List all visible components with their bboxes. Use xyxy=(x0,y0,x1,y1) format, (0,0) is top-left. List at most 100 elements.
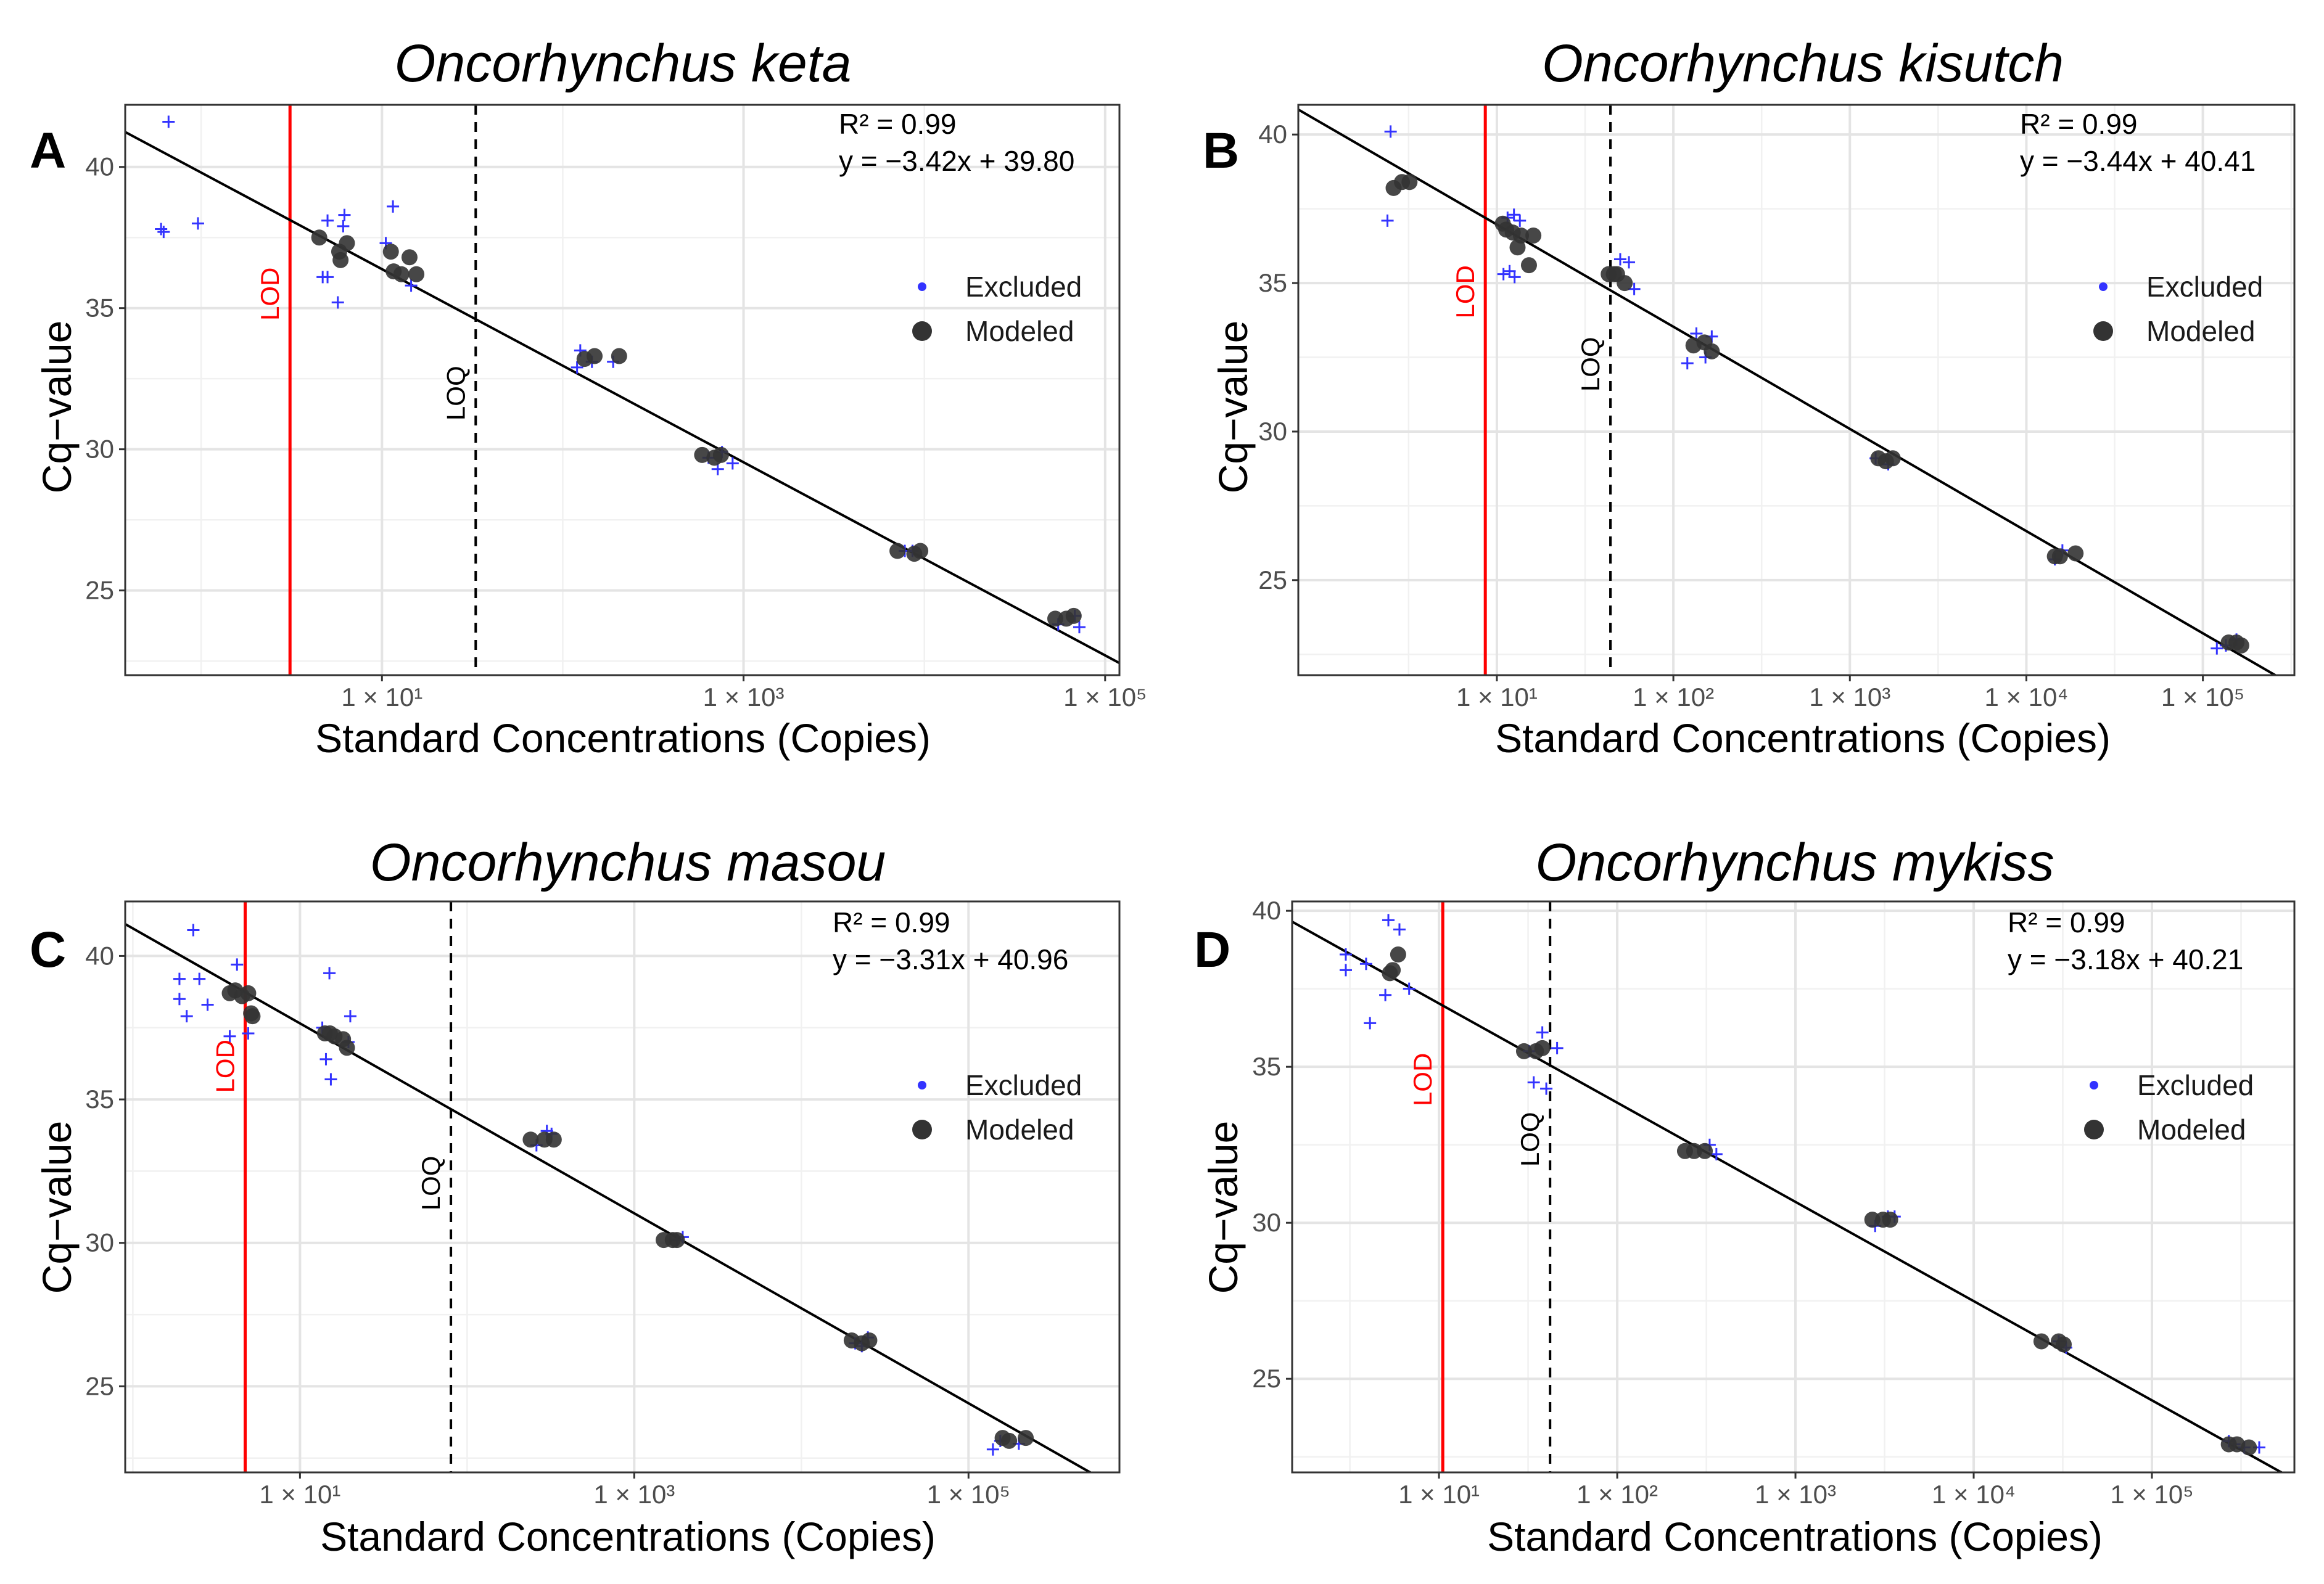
plot-frame xyxy=(124,104,1121,676)
x-tick-label: 1 × 10⁵ xyxy=(1063,683,1147,712)
plot-background xyxy=(125,901,1119,1472)
excluded-point xyxy=(180,1010,193,1023)
modeled-point xyxy=(1390,946,1406,963)
x-tick-label: 1 × 10³ xyxy=(593,1480,675,1509)
equation-label: y = −3.31x + 40.96 xyxy=(833,943,1068,975)
legend-modeled-label: Modeled xyxy=(965,1114,1074,1146)
excluded-point xyxy=(201,998,214,1011)
data-layer xyxy=(125,105,1119,675)
plot-area: LOD LOQ 25 30 35 40 1 × 10¹ 1 × 10² 1 × 10³ 1 × 1… xyxy=(1252,896,2296,1509)
y-tick-label: 25 xyxy=(1252,1364,1281,1393)
plot-frame xyxy=(1291,900,2296,1474)
regression-line xyxy=(125,131,1119,665)
legend-modeled-label: Modeled xyxy=(965,315,1074,347)
excluded-point xyxy=(162,115,175,128)
excluded-point xyxy=(1364,1017,1377,1030)
excluded-point xyxy=(321,214,334,227)
excluded-point xyxy=(1381,214,1394,227)
legend-excluded-label: Excluded xyxy=(965,271,1082,303)
loq-label: LOQ xyxy=(1576,337,1605,392)
modeled-point xyxy=(2033,1333,2050,1350)
panel-c: Oncorhynchus masou C Cq−value Standard C… xyxy=(30,833,1121,1559)
y-tick-label: 35 xyxy=(1252,1052,1281,1081)
legend: Excluded Modeled xyxy=(2093,271,2263,347)
legend: Excluded Modeled xyxy=(912,1069,1082,1146)
x-tick-label: 1 × 10⁵ xyxy=(2161,683,2244,712)
plot-frame xyxy=(1297,104,2296,676)
regression-line xyxy=(1298,108,2278,675)
x-tick-label: 1 × 10³ xyxy=(1809,683,1890,712)
modeled-point xyxy=(1385,962,1401,979)
modeled-point xyxy=(1047,610,1063,627)
modeled-point xyxy=(1065,607,1082,624)
modeled-point xyxy=(1018,1430,1034,1447)
legend-excluded-swatch xyxy=(2090,1081,2098,1090)
excluded-point xyxy=(1393,923,1406,936)
modeled-point xyxy=(1704,343,1720,359)
y-tick-label: 30 xyxy=(1252,1208,1281,1237)
panel-letter: C xyxy=(30,922,66,978)
lod-label: LOD xyxy=(1451,265,1480,318)
excluded-point xyxy=(1359,958,1372,971)
y-tick-label: 40 xyxy=(85,152,114,181)
modeled-point xyxy=(1617,275,1633,292)
excluded-point xyxy=(191,217,204,230)
modeled-point xyxy=(393,266,410,282)
modeled-point xyxy=(1515,1043,1532,1059)
excluded-point xyxy=(1403,982,1415,995)
lod-label: LOD xyxy=(255,268,284,321)
excluded-point xyxy=(1497,268,1510,281)
excluded-point xyxy=(1628,282,1641,295)
excluded-point xyxy=(1623,256,1636,269)
excluded-point xyxy=(242,1027,255,1040)
x-axis-label: Standard Concentrations (Copies) xyxy=(320,1514,936,1559)
data-layer xyxy=(1292,901,2285,1472)
plot-area: LOD LOQ 25 30 35 40 1 × 10¹ 1 × 10³ 1 × 10⁵ R² = … xyxy=(85,900,1121,1509)
modeled-point xyxy=(240,985,257,1001)
y-axis-label: Cq−value xyxy=(34,321,80,494)
excluded-point xyxy=(193,972,206,985)
modeled-point xyxy=(2241,1439,2257,1456)
excluded-point xyxy=(223,1030,236,1043)
excluded-point xyxy=(571,361,583,374)
excluded-point xyxy=(157,226,170,239)
panel-title: Oncorhynchus kisutch xyxy=(1542,34,2064,93)
modeled-point xyxy=(545,1131,562,1148)
excluded-point xyxy=(1339,948,1352,961)
excluded-point xyxy=(1382,914,1395,927)
excluded-point xyxy=(1339,964,1352,977)
plot-frame xyxy=(124,900,1121,1474)
modeled-point xyxy=(912,543,929,559)
data-layer xyxy=(1298,105,2278,675)
excluded-point xyxy=(1527,1076,1540,1089)
excluded-point xyxy=(1613,253,1626,266)
plot-area: LOD LOQ 25 30 35 40 1 × 10¹ 1 × 10² 1 × 10³ 1 × 1… xyxy=(1258,104,2296,712)
modeled-point xyxy=(1882,1212,1898,1228)
excluded-point xyxy=(321,271,334,284)
panel-letter: D xyxy=(1194,922,1230,978)
panel-a: Oncorhynchus keta A Cq−value Standard Co… xyxy=(30,34,1147,761)
excluded-point xyxy=(1507,208,1520,221)
x-tick-label: 1 × 10¹ xyxy=(1398,1480,1480,1509)
x-axis-label: Standard Concentrations (Copies) xyxy=(1495,715,2111,761)
modeled-point xyxy=(244,1008,261,1025)
modeled-point xyxy=(408,266,425,282)
excluded-point xyxy=(155,223,168,236)
modeled-point xyxy=(669,1232,685,1249)
excluded-point xyxy=(173,972,186,985)
legend-excluded-swatch xyxy=(918,1081,926,1090)
plot-area: LOD LOQ 25 30 35 40 1 × 10¹ 1 × 10³ 1 × 10⁵ R² = … xyxy=(85,104,1147,712)
excluded-point xyxy=(1690,327,1703,340)
r-squared-label: R² = 0.99 xyxy=(2008,906,2125,938)
y-axis-label: Cq−value xyxy=(1210,321,1256,494)
plot-background xyxy=(1298,105,2294,675)
modeled-point xyxy=(2233,637,2249,654)
excluded-point xyxy=(319,1053,332,1065)
plot-background xyxy=(1292,901,2294,1472)
r-squared-label: R² = 0.99 xyxy=(833,906,950,938)
y-axis-label: Cq−value xyxy=(34,1121,80,1294)
legend-excluded-swatch xyxy=(918,282,926,291)
excluded-point xyxy=(231,958,244,971)
excluded-point xyxy=(344,1010,356,1023)
excluded-point xyxy=(387,200,400,213)
